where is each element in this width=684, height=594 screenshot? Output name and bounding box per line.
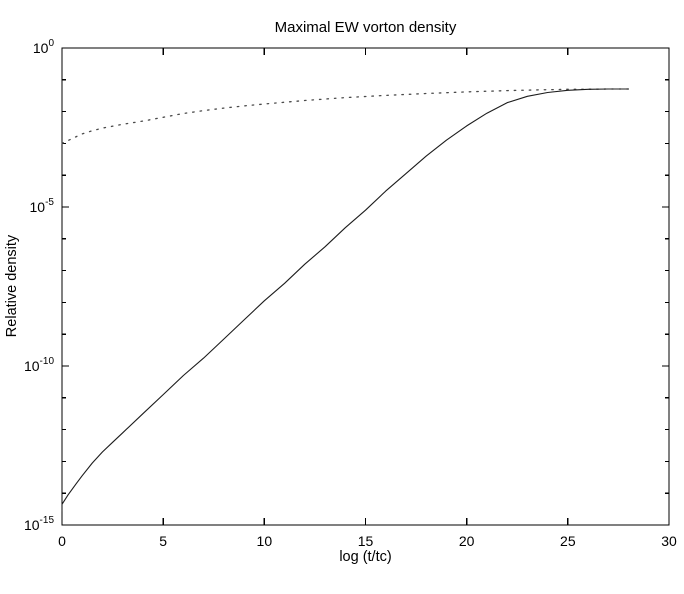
axes-box <box>61 47 670 526</box>
x-tick-label: 20 <box>459 533 475 549</box>
x-tick-label: 30 <box>661 533 677 549</box>
solid-curve <box>61 88 630 512</box>
y-tick-label: 100 <box>33 38 55 56</box>
x-tick-label: 15 <box>358 533 374 549</box>
dotted-curve <box>61 88 630 145</box>
x-tick-label: 0 <box>58 533 66 549</box>
y-tick-label: 10-5 <box>30 197 55 215</box>
y-tick-label: 10-10 <box>24 356 54 374</box>
x-tick-label: 5 <box>159 533 167 549</box>
y-axis-label: Relative density <box>4 234 20 338</box>
y-tick-label: 10-15 <box>24 515 54 533</box>
chart-title: Maximal EW vorton density <box>274 19 457 36</box>
x-axis-label: log (t/tc) <box>339 549 392 565</box>
x-tick-label: 25 <box>560 533 576 549</box>
x-tick-label: 10 <box>257 533 273 549</box>
